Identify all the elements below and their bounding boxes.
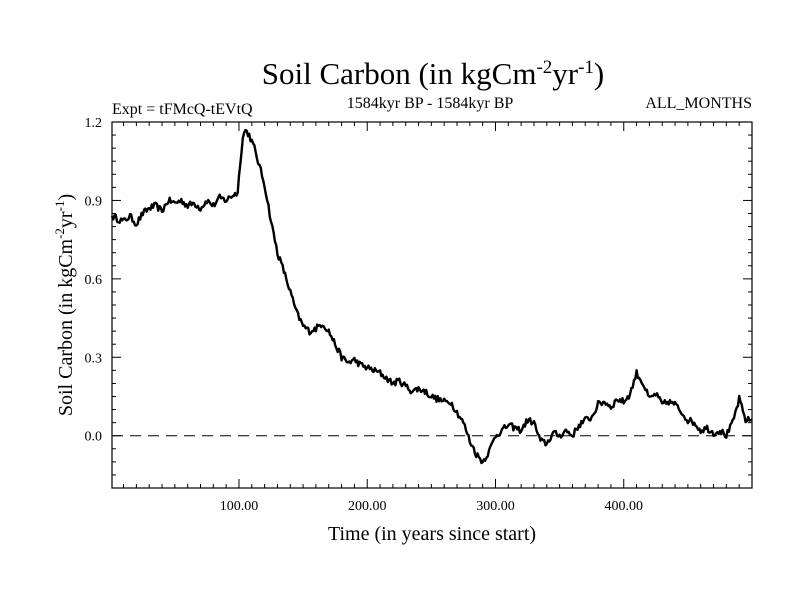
x-axis-label: Time (in years since start) — [328, 523, 536, 545]
x-tick-label-200: 200.00 — [348, 499, 387, 514]
y-axis-ticks: 0.0 0.3 0.6 0.9 1.2 — [85, 116, 752, 476]
y-tick-label-0.9: 0.9 — [85, 194, 103, 209]
x-axis-ticks: 100.00 200.00 300.00 400.00 — [123, 122, 740, 514]
experiment-label: Expt = tFMcQ-tEVtQ — [112, 101, 253, 118]
months-label: ALL_MONTHS — [645, 95, 752, 112]
x-tick-label-100: 100.00 — [220, 499, 259, 514]
y-tick-label-0.3: 0.3 — [85, 351, 103, 366]
plot-frame — [111, 121, 753, 489]
period-label: 1584kyr BP - 1584kyr BP — [347, 95, 514, 112]
y-tick-label-0.0: 0.0 — [85, 430, 103, 445]
soil-carbon-series-line — [110, 128, 753, 465]
y-tick-label-1.2: 1.2 — [85, 116, 103, 131]
x-tick-label-400: 400.00 — [604, 499, 643, 514]
y-axis-label: Soil Carbon (in kgCm-2yr-1) — [52, 194, 77, 416]
y-tick-label-0.6: 0.6 — [85, 273, 103, 288]
chart-title: Soil Carbon (in kgCm-2yr-1) — [262, 56, 605, 91]
x-tick-label-300: 300.00 — [476, 499, 515, 514]
